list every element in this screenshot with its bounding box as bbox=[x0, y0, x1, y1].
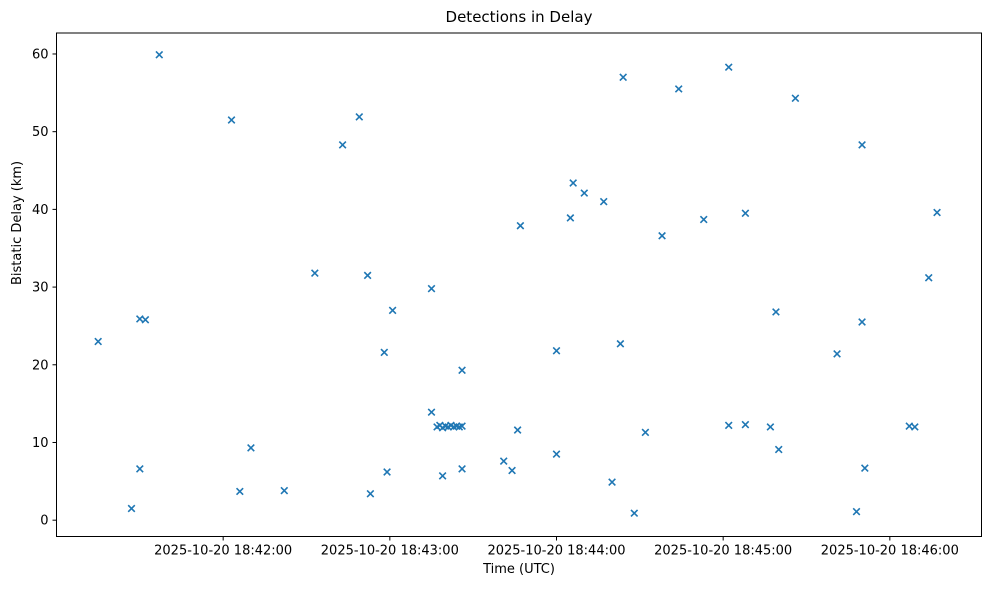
y-tick-label: 40 bbox=[32, 203, 49, 218]
data-point-marker bbox=[619, 73, 628, 82]
data-point-marker bbox=[280, 486, 289, 495]
x-tick-label: 2025-10-20 18:45:00 bbox=[654, 544, 792, 559]
data-point-marker bbox=[552, 346, 561, 355]
y-tick-label: 10 bbox=[32, 436, 49, 451]
data-point-marker bbox=[766, 423, 775, 431]
data-point-marker bbox=[858, 141, 866, 149]
y-tick-label: 20 bbox=[32, 358, 49, 373]
data-point-marker bbox=[852, 507, 861, 516]
data-point-marker bbox=[513, 426, 522, 434]
data-point-marker bbox=[383, 468, 391, 476]
data-point-marker bbox=[247, 444, 255, 452]
data-point-marker bbox=[699, 215, 708, 224]
data-point-marker bbox=[135, 465, 144, 473]
data-point-marker bbox=[94, 337, 103, 346]
data-point-marker bbox=[741, 209, 750, 218]
x-tick-label: 2025-10-20 18:43:00 bbox=[321, 544, 459, 559]
data-point-marker bbox=[741, 420, 750, 429]
data-point-marker bbox=[338, 141, 347, 149]
data-point-marker bbox=[355, 113, 364, 121]
data-point-marker bbox=[724, 421, 733, 430]
data-point-marker bbox=[366, 489, 375, 498]
data-point-marker bbox=[724, 63, 733, 72]
data-point-marker bbox=[552, 450, 561, 459]
data-point-marker bbox=[388, 306, 397, 315]
chart-title: Detections in Delay bbox=[445, 8, 593, 26]
y-tick-label: 50 bbox=[32, 125, 49, 140]
data-point-marker bbox=[227, 116, 236, 124]
y-tick-label: 30 bbox=[32, 281, 49, 296]
data-point-marker bbox=[458, 465, 466, 473]
data-point-marker bbox=[858, 318, 866, 326]
data-point-marker bbox=[499, 457, 508, 465]
data-point-marker bbox=[363, 271, 372, 280]
data-point-marker bbox=[860, 464, 869, 472]
data-point-marker bbox=[774, 445, 783, 454]
data-point-marker bbox=[566, 214, 575, 222]
x-axis-label: Time (UTC) bbox=[483, 562, 555, 577]
data-point-marker bbox=[458, 366, 466, 375]
data-point-marker bbox=[127, 504, 136, 513]
data-point-marker bbox=[616, 339, 625, 348]
data-point-marker bbox=[772, 308, 780, 316]
y-tick-label: 0 bbox=[40, 514, 48, 529]
data-point-marker bbox=[910, 423, 919, 431]
data-point-marker bbox=[674, 85, 683, 93]
data-point-marker bbox=[608, 478, 616, 486]
data-point-marker bbox=[310, 269, 319, 277]
data-point-marker bbox=[516, 221, 525, 230]
y-tick-label: 60 bbox=[32, 47, 49, 62]
data-point-marker bbox=[380, 348, 389, 357]
data-point-marker bbox=[791, 94, 800, 103]
data-point-marker bbox=[427, 284, 436, 293]
x-tick-label: 2025-10-20 18:44:00 bbox=[487, 544, 625, 559]
x-tick-label: 2025-10-20 18:42:00 bbox=[154, 544, 292, 559]
data-point-marker bbox=[438, 472, 447, 480]
data-point-marker bbox=[630, 509, 639, 518]
x-tick-label: 2025-10-20 18:46:00 bbox=[821, 544, 959, 559]
data-point-marker bbox=[155, 50, 164, 59]
data-point-marker bbox=[458, 422, 466, 431]
data-point-marker bbox=[427, 408, 436, 417]
data-point-marker bbox=[569, 179, 578, 187]
data-point-marker bbox=[508, 466, 516, 475]
data-point-marker bbox=[599, 197, 608, 206]
data-point-marker bbox=[658, 231, 666, 240]
data-point-marker bbox=[141, 315, 150, 324]
data-point-marker bbox=[933, 208, 941, 217]
data-point-marker bbox=[924, 273, 933, 282]
plot-border bbox=[56, 32, 982, 537]
data-point-marker bbox=[641, 428, 650, 437]
data-point-marker bbox=[833, 350, 841, 358]
data-point-marker bbox=[235, 487, 244, 496]
data-point-marker bbox=[580, 189, 589, 197]
